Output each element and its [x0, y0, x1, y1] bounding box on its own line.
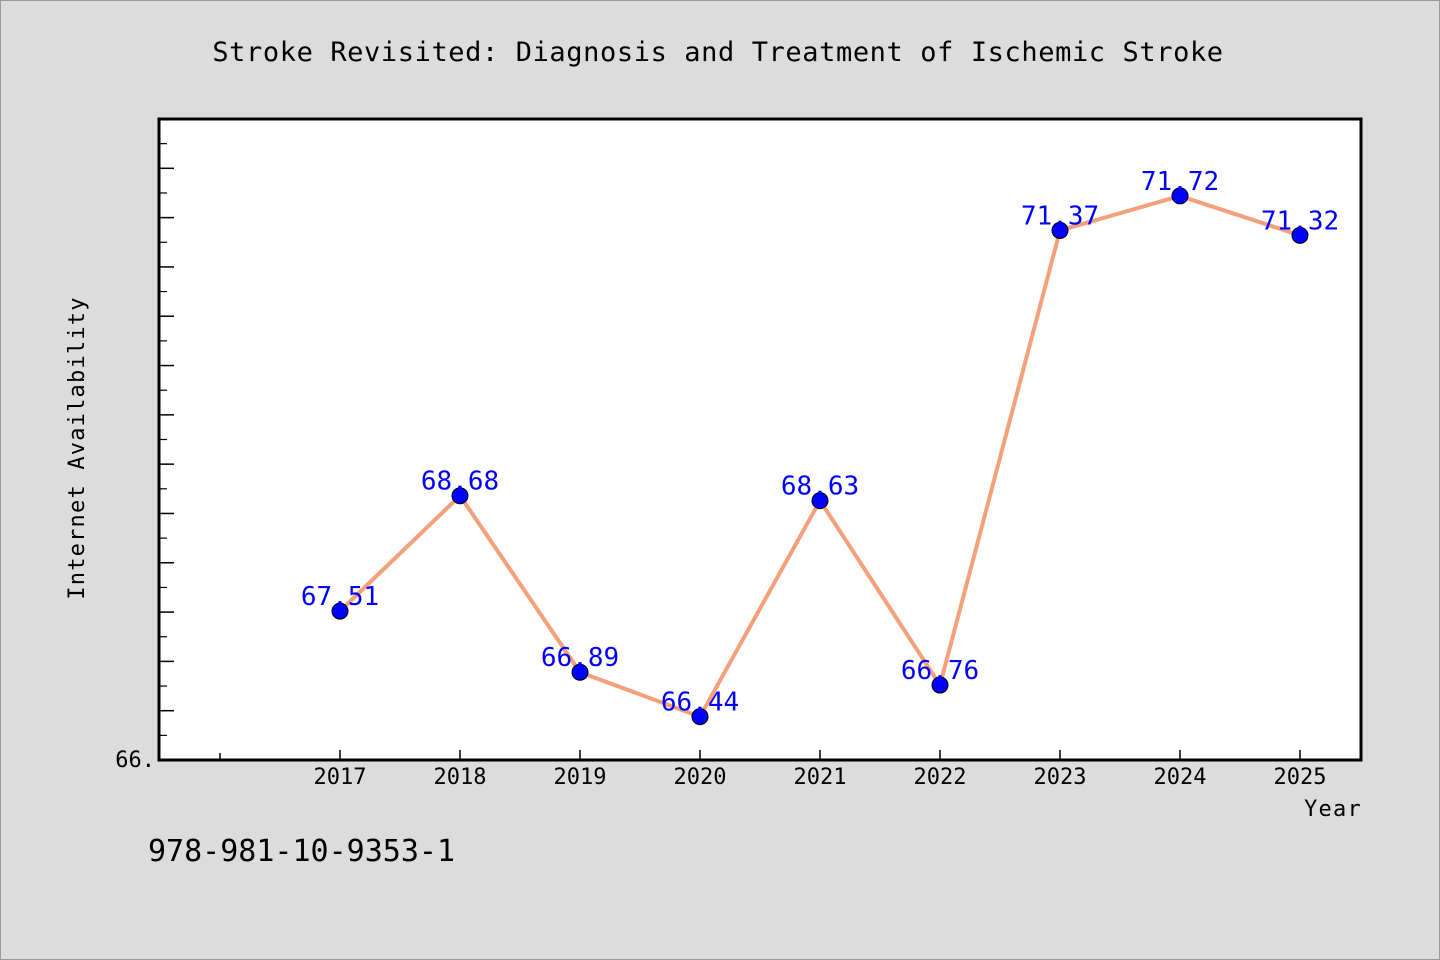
- data-point: [811, 492, 829, 510]
- data-point: [691, 708, 709, 726]
- y-tick-label: 66.: [115, 748, 155, 773]
- data-point: [1051, 221, 1069, 239]
- data-label: 66.89: [541, 643, 619, 673]
- plot-area: [159, 119, 1361, 760]
- data-point: [1291, 226, 1309, 244]
- isbn-text: 978-981-10-9353-1: [148, 834, 456, 869]
- data-label: 71.32: [1261, 206, 1339, 236]
- x-tick-label: 2017: [314, 765, 367, 790]
- chart-title: Stroke Revisited: Diagnosis and Treatmen…: [212, 37, 1223, 68]
- data-point: [451, 487, 469, 505]
- y-axis-label: Internet Availability: [65, 296, 90, 599]
- data-label: 71.37: [1021, 201, 1099, 231]
- x-tick-label: 2019: [554, 765, 607, 790]
- x-tick-label: 2023: [1034, 765, 1087, 790]
- data-label: 66.76: [901, 656, 979, 686]
- data-label: 68.68: [421, 467, 499, 497]
- x-tick-label: 2024: [1154, 765, 1207, 790]
- x-tick-label: 2020: [674, 765, 727, 790]
- data-label: 68.63: [781, 472, 859, 502]
- data-label: 66.44: [661, 688, 739, 718]
- x-tick-label: 2025: [1274, 765, 1327, 790]
- data-label: 67.51: [301, 582, 379, 612]
- x-tick-label: 2022: [914, 765, 967, 790]
- data-point: [571, 663, 589, 681]
- data-point: [1171, 187, 1189, 205]
- x-tick-label: 2018: [434, 765, 487, 790]
- plot-border: [157, 117, 1363, 762]
- data-point: [331, 602, 349, 620]
- x-axis-label: Year: [1304, 797, 1362, 822]
- x-tick-label: 2021: [794, 765, 847, 790]
- data-label: 71.72: [1141, 167, 1219, 197]
- data-point: [931, 676, 949, 694]
